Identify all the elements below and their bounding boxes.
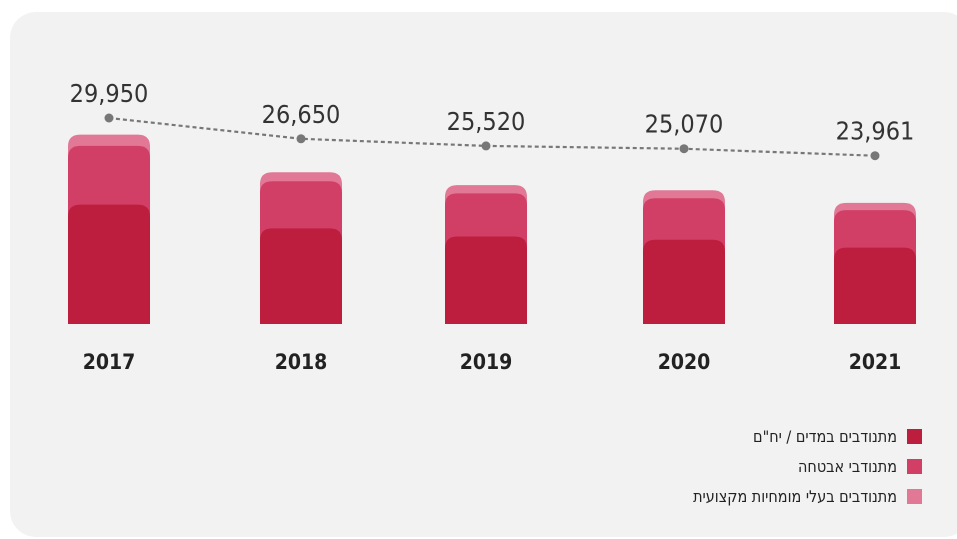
legend-item-security: מתנודבי אבטחה: [602, 451, 922, 481]
x-tick-2021: 2021: [849, 350, 902, 374]
trend-point-2020: [679, 144, 689, 154]
trend-point-2017: [104, 113, 114, 123]
trend-point-2021: [870, 151, 880, 161]
x-tick-2020: 2020: [658, 350, 711, 374]
legend-item-uniformed: מתנודבים במדים / יח"ם: [602, 421, 922, 451]
legend-label-expertise: מתנודבים בעלי מומחיות מקצועית: [693, 486, 897, 506]
x-tick-2019: 2019: [460, 350, 513, 374]
legend-swatch-expertise: [907, 488, 922, 504]
trend-point-2019: [481, 141, 491, 151]
total-label-2020: 25,070: [645, 110, 724, 139]
x-tick-2017: 2017: [83, 350, 136, 374]
trend-point-2018: [296, 134, 306, 144]
x-tick-2018: 2018: [275, 350, 328, 374]
legend-label-uniformed: מתנודבים במדים / יח"ם: [753, 426, 897, 446]
legend-item-expertise: מתנודבים בעלי מומחיות מקצועית: [602, 481, 922, 511]
legend-swatch-security: [907, 458, 922, 474]
total-label-2018: 26,650: [262, 100, 341, 129]
total-label-2019: 25,520: [447, 107, 526, 136]
total-label-2017: 29,950: [70, 79, 149, 108]
bar-uniformed-2021: [834, 247, 916, 324]
legend: מתנודבים במדים / יח"ם מתנודבי אבטחה מתנו…: [602, 421, 922, 511]
bar-uniformed-2017: [68, 204, 150, 324]
legend-swatch-uniformed: [907, 428, 922, 444]
total-label-2021: 23,961: [836, 117, 915, 146]
bar-uniformed-2018: [260, 228, 342, 324]
bar-uniformed-2020: [643, 239, 725, 324]
legend-label-security: מתנודבי אבטחה: [798, 456, 897, 476]
bar-uniformed-2019: [445, 236, 527, 324]
